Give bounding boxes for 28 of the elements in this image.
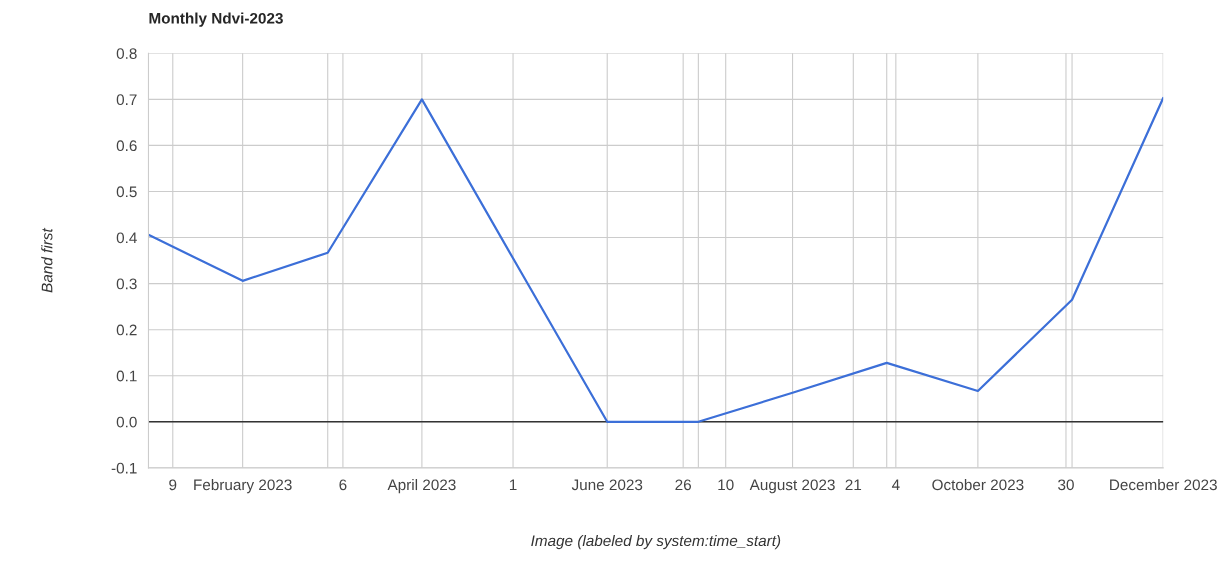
y-tick-label: 0.1 xyxy=(116,370,137,382)
y-tick-label: 0.4 xyxy=(116,232,137,244)
x-tick-label: 1 xyxy=(509,479,517,491)
x-tick-label: December 2023 xyxy=(1110,478,1217,491)
x-tick-label: 21 xyxy=(845,479,862,491)
y-tick-label: 0.3 xyxy=(116,278,137,290)
x-tick-label: 26 xyxy=(675,479,691,491)
y-tick-label: 0.0 xyxy=(116,416,137,428)
x-tick-label: June 2023 xyxy=(571,479,643,491)
y-tick-label: 0.6 xyxy=(116,140,137,152)
x-axis-title: Image (labeled by system:time_start) xyxy=(531,534,781,550)
x-tick-label: 30 xyxy=(1058,479,1074,491)
y-axis-title: Band first xyxy=(41,227,53,293)
x-tick-label: February 2023 xyxy=(194,478,292,494)
y-tick-label: 0.2 xyxy=(116,324,137,336)
y-tick-label: 0.8 xyxy=(116,48,137,59)
x-tick-label: 6 xyxy=(339,479,347,491)
x-tick-label: August 2023 xyxy=(749,479,835,494)
x-tick-label: April 2023 xyxy=(387,478,456,494)
y-tick-label: -0.1 xyxy=(111,462,137,474)
x-tick-label: October 2023 xyxy=(932,478,1024,491)
x-tick-label: 10 xyxy=(718,479,734,491)
x-tick-label: 9 xyxy=(169,479,177,491)
y-tick-label: 0.7 xyxy=(116,94,137,106)
y-tick-label: 0.5 xyxy=(116,186,137,198)
line-series xyxy=(148,96,1164,423)
x-tick-label: 4 xyxy=(891,479,900,491)
chart-title: Monthly Ndvi-2023 xyxy=(149,12,283,27)
